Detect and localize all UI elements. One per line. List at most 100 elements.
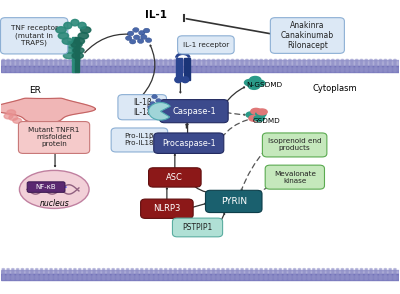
Ellipse shape xyxy=(16,71,19,72)
Ellipse shape xyxy=(384,271,386,272)
Ellipse shape xyxy=(93,269,95,270)
Ellipse shape xyxy=(164,71,167,72)
Ellipse shape xyxy=(231,65,234,66)
Ellipse shape xyxy=(193,270,196,271)
Ellipse shape xyxy=(130,39,136,44)
Ellipse shape xyxy=(284,270,286,271)
Ellipse shape xyxy=(2,279,4,280)
Ellipse shape xyxy=(389,61,391,62)
Ellipse shape xyxy=(36,59,38,60)
Ellipse shape xyxy=(83,61,86,62)
Ellipse shape xyxy=(346,276,348,277)
Ellipse shape xyxy=(356,269,358,270)
Ellipse shape xyxy=(102,70,105,71)
Ellipse shape xyxy=(284,274,286,275)
Ellipse shape xyxy=(13,118,22,123)
Ellipse shape xyxy=(284,276,286,277)
Ellipse shape xyxy=(117,64,119,65)
Ellipse shape xyxy=(356,62,358,63)
Ellipse shape xyxy=(156,99,161,103)
Ellipse shape xyxy=(298,62,301,63)
Ellipse shape xyxy=(193,269,196,270)
Ellipse shape xyxy=(250,277,253,278)
Ellipse shape xyxy=(298,64,301,65)
Ellipse shape xyxy=(389,70,391,71)
Ellipse shape xyxy=(246,276,248,277)
Ellipse shape xyxy=(31,274,33,275)
Ellipse shape xyxy=(289,273,291,274)
Ellipse shape xyxy=(370,277,372,278)
Ellipse shape xyxy=(122,277,124,278)
Ellipse shape xyxy=(164,65,167,66)
Ellipse shape xyxy=(336,67,339,68)
Ellipse shape xyxy=(160,64,162,65)
Ellipse shape xyxy=(289,277,291,278)
Ellipse shape xyxy=(60,269,62,270)
Ellipse shape xyxy=(394,68,396,69)
Ellipse shape xyxy=(360,274,363,275)
Ellipse shape xyxy=(2,61,4,62)
Ellipse shape xyxy=(327,67,329,68)
Ellipse shape xyxy=(389,64,391,65)
Ellipse shape xyxy=(141,35,147,39)
Ellipse shape xyxy=(50,276,52,277)
Ellipse shape xyxy=(255,64,258,65)
Ellipse shape xyxy=(55,62,57,63)
Ellipse shape xyxy=(74,269,76,270)
Ellipse shape xyxy=(26,70,28,71)
Ellipse shape xyxy=(141,59,143,60)
Ellipse shape xyxy=(308,70,310,71)
Ellipse shape xyxy=(346,61,348,62)
Ellipse shape xyxy=(188,270,191,271)
Ellipse shape xyxy=(164,62,167,63)
Ellipse shape xyxy=(260,273,262,274)
Ellipse shape xyxy=(69,271,71,272)
Ellipse shape xyxy=(356,59,358,60)
Ellipse shape xyxy=(241,68,243,69)
Ellipse shape xyxy=(7,270,9,271)
Ellipse shape xyxy=(246,273,248,274)
Ellipse shape xyxy=(222,71,224,72)
Ellipse shape xyxy=(322,61,324,62)
Ellipse shape xyxy=(73,48,84,54)
Ellipse shape xyxy=(112,270,114,271)
Ellipse shape xyxy=(136,68,138,69)
Ellipse shape xyxy=(332,273,334,274)
Ellipse shape xyxy=(164,67,167,68)
Ellipse shape xyxy=(107,61,110,62)
Ellipse shape xyxy=(312,59,315,60)
Ellipse shape xyxy=(279,270,282,271)
Ellipse shape xyxy=(284,68,286,69)
Ellipse shape xyxy=(241,277,243,278)
Ellipse shape xyxy=(78,22,86,29)
Ellipse shape xyxy=(139,31,145,35)
Ellipse shape xyxy=(332,269,334,270)
Ellipse shape xyxy=(74,277,76,278)
Ellipse shape xyxy=(174,71,176,72)
Ellipse shape xyxy=(36,64,38,65)
Ellipse shape xyxy=(131,274,134,275)
Ellipse shape xyxy=(317,68,320,69)
Ellipse shape xyxy=(12,269,14,270)
FancyBboxPatch shape xyxy=(0,18,68,54)
Ellipse shape xyxy=(370,67,372,68)
Ellipse shape xyxy=(83,62,86,63)
Ellipse shape xyxy=(122,269,124,270)
Ellipse shape xyxy=(21,65,24,66)
Ellipse shape xyxy=(298,70,301,71)
Ellipse shape xyxy=(31,269,33,270)
Ellipse shape xyxy=(260,277,262,278)
Ellipse shape xyxy=(160,274,162,275)
Ellipse shape xyxy=(50,70,52,71)
Ellipse shape xyxy=(294,68,296,69)
Ellipse shape xyxy=(260,64,262,65)
Ellipse shape xyxy=(294,274,296,275)
Ellipse shape xyxy=(294,269,296,270)
Ellipse shape xyxy=(198,62,200,63)
Ellipse shape xyxy=(226,64,229,65)
Ellipse shape xyxy=(231,269,234,270)
Ellipse shape xyxy=(169,277,172,278)
Ellipse shape xyxy=(98,274,100,275)
Ellipse shape xyxy=(346,269,348,270)
Ellipse shape xyxy=(231,59,234,60)
